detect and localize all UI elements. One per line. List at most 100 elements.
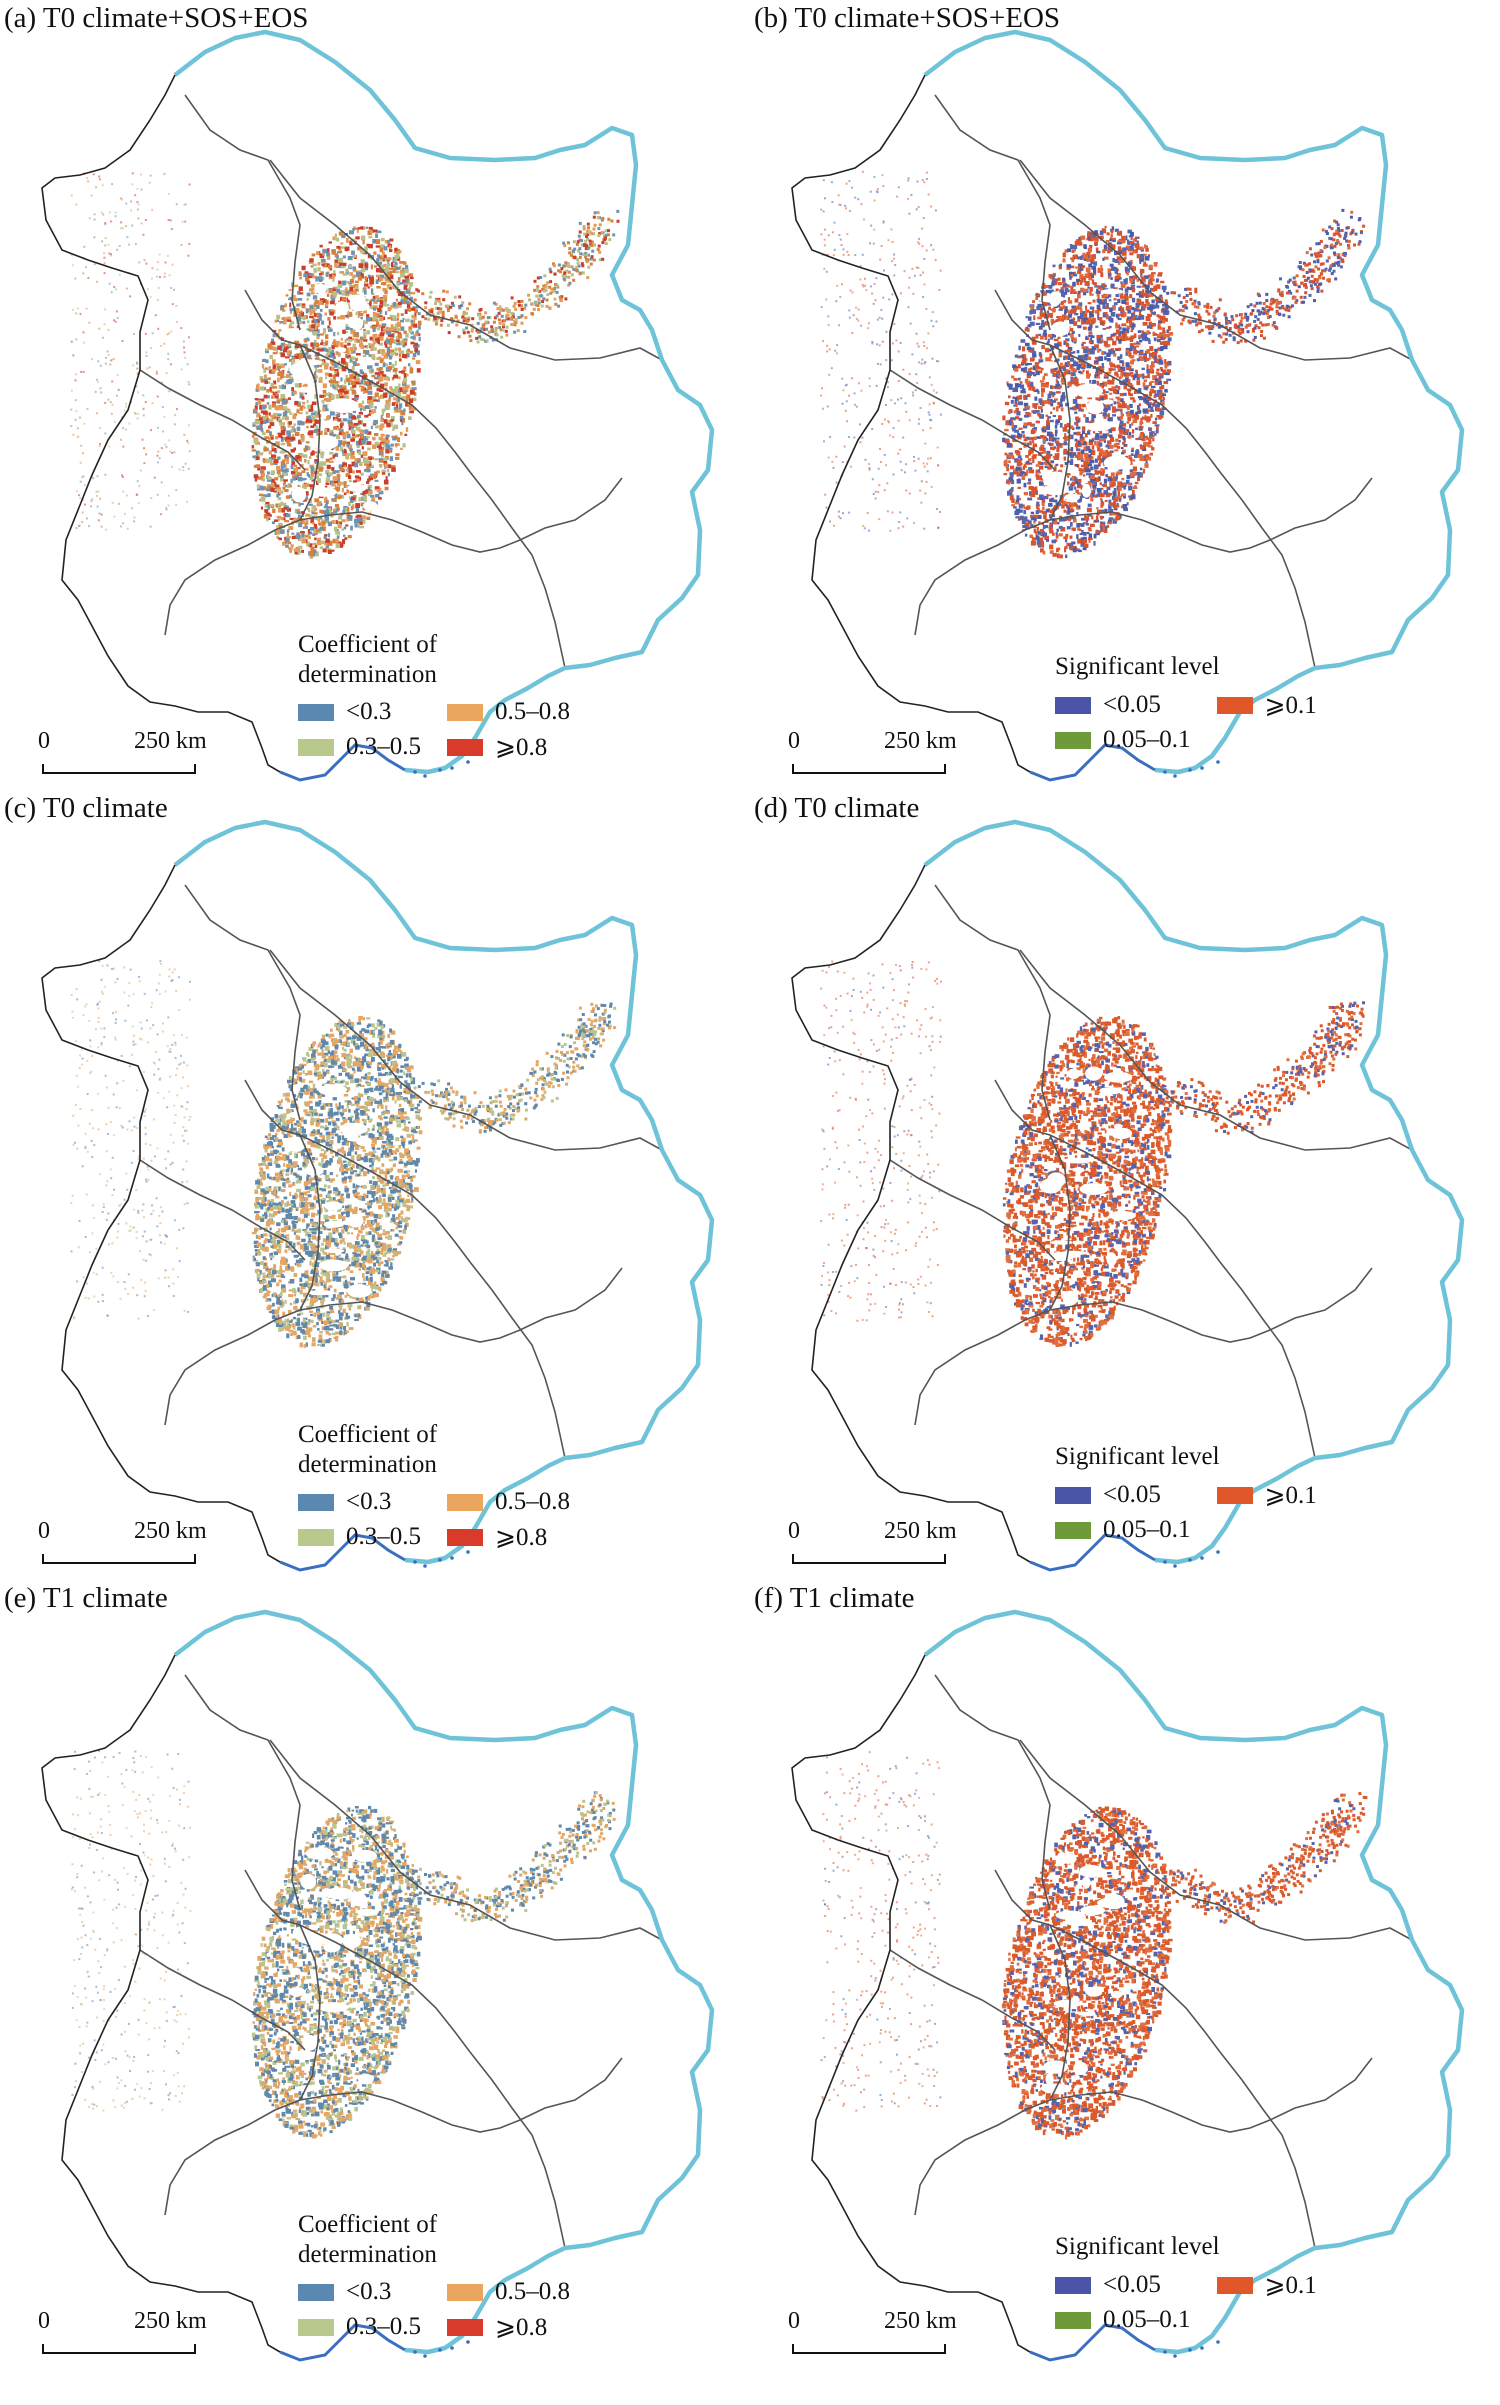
map-pixel <box>72 354 75 357</box>
map-pixel <box>117 388 120 391</box>
map-pixel <box>1158 392 1164 398</box>
map-pixel <box>393 409 397 413</box>
map-pixel <box>391 315 397 319</box>
map-pixel <box>287 397 291 400</box>
map-pixel <box>299 531 305 534</box>
map-pixel <box>346 395 350 398</box>
map-pixel <box>373 251 377 255</box>
map-pixel <box>165 372 168 375</box>
map-pixel <box>554 283 557 287</box>
map-pixel <box>1040 408 1043 413</box>
map-pixel <box>1035 292 1038 296</box>
map-pixel <box>1115 438 1119 442</box>
map-pixel <box>314 319 318 324</box>
map-pixel <box>421 315 425 319</box>
map-pixel <box>1081 346 1087 349</box>
map-pixel <box>1113 353 1117 357</box>
map-pixel <box>277 390 281 393</box>
map-pixel <box>136 361 139 363</box>
map-pixel <box>1147 254 1150 258</box>
map-pixel <box>327 317 331 321</box>
map-pixel <box>345 468 349 472</box>
map-pixel <box>331 431 334 435</box>
map-pixel <box>342 434 347 439</box>
map-pixel <box>170 287 173 289</box>
map-pixel <box>590 243 594 247</box>
map-pixel <box>1012 396 1015 399</box>
map-pixel <box>324 312 327 316</box>
map-pixel <box>395 271 400 274</box>
map-pixel <box>1126 475 1131 480</box>
map-pixel <box>287 541 292 545</box>
map-pixel <box>280 394 286 399</box>
map-pixel <box>365 317 371 322</box>
map-pixel <box>544 283 548 287</box>
map-pixel <box>286 379 291 384</box>
map-pixel <box>297 472 302 476</box>
map-pixel <box>1100 497 1103 501</box>
map-pixel <box>286 443 292 447</box>
map-pixel <box>356 377 360 383</box>
map-pixel <box>289 310 293 314</box>
map-pixel <box>374 458 379 461</box>
map-pixel <box>1108 499 1112 505</box>
map-pixel <box>384 363 389 367</box>
map-pixel <box>146 287 149 290</box>
map-pixel <box>1032 365 1036 371</box>
map-pixel <box>264 504 269 508</box>
map-pixel <box>328 549 332 554</box>
map-pixel <box>384 437 389 442</box>
map-pixel <box>603 238 607 242</box>
map-pixel <box>360 316 363 320</box>
map-pixel <box>1096 357 1099 363</box>
map-pixel <box>271 437 274 440</box>
map-pixel <box>293 392 297 395</box>
map-pixel <box>1092 282 1097 286</box>
map-pixel <box>585 235 589 239</box>
map-gap <box>291 486 307 503</box>
map-pixel <box>289 320 292 324</box>
map-pixel <box>1006 464 1010 467</box>
map-pixel <box>151 332 154 335</box>
map-pixel <box>1053 499 1058 503</box>
map-pixel <box>346 455 349 460</box>
map-pixel <box>417 312 421 316</box>
map-pixel <box>355 508 360 513</box>
map-pixel <box>567 241 570 245</box>
map-pixel <box>1131 447 1134 451</box>
map-pixel <box>1049 509 1054 514</box>
map-pixel <box>540 304 544 308</box>
map-pixel <box>441 313 445 317</box>
map-pixel <box>363 289 367 295</box>
map-pixel <box>1110 472 1115 477</box>
map-pixel <box>531 312 535 316</box>
map-pixel <box>93 218 96 221</box>
map-pixel <box>402 279 406 283</box>
map-pixel <box>287 341 292 347</box>
map-pixel <box>495 333 499 337</box>
map-pixel <box>183 346 185 349</box>
map-pixel <box>566 262 570 265</box>
map-pixel <box>1012 427 1016 432</box>
map-pixel <box>1138 311 1141 316</box>
map-pixel <box>347 515 352 519</box>
map-pixel <box>445 290 449 294</box>
map-pixel <box>372 475 376 480</box>
map-pixel <box>265 429 270 433</box>
map-pixel <box>298 313 302 318</box>
map-pixel <box>505 313 509 317</box>
map-pixel <box>381 411 384 416</box>
map-pixel <box>1118 408 1123 412</box>
map-pixel <box>1049 442 1054 446</box>
map-pixel <box>277 472 282 478</box>
map-pixel <box>131 507 134 510</box>
map-pixel <box>310 472 315 477</box>
map-pixel <box>1051 367 1054 371</box>
map-pixel <box>494 329 498 333</box>
map-pixel <box>385 476 388 481</box>
map-pixel <box>293 355 299 359</box>
map-pixel <box>394 255 398 260</box>
map-pixel <box>75 527 78 530</box>
map-pixel <box>1161 320 1166 324</box>
map-pixel <box>356 353 361 356</box>
